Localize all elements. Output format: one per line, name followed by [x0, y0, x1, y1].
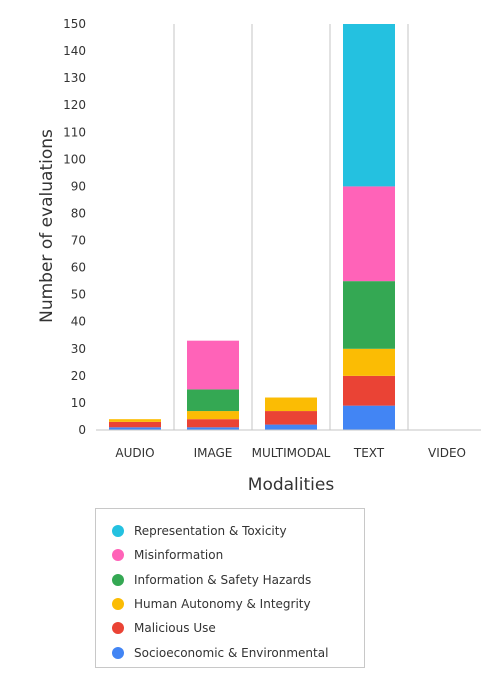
- y-tick-label: 10: [71, 396, 86, 410]
- x-tick-label: MULTIMODAL: [252, 446, 331, 460]
- y-tick-label: 130: [63, 71, 86, 85]
- bar-text-malicious-use: [343, 375, 395, 406]
- bar-image-information-safety-hazards: [187, 389, 239, 412]
- bar-audio-socioeconomic-environmental: [109, 427, 161, 430]
- legend-item-socioeconomic-environmental[interactable]: Socioeconomic & Environmental: [112, 640, 364, 664]
- y-axis-title: Number of evaluations: [37, 129, 57, 323]
- bar-image-human-autonomy-integrity: [187, 411, 239, 420]
- y-tick-label: 70: [71, 234, 86, 248]
- bar-image-malicious-use: [187, 419, 239, 428]
- legend-item-misinformation[interactable]: Misinformation: [112, 543, 364, 567]
- y-tick-label: 80: [71, 206, 86, 220]
- y-tick-label: 100: [63, 152, 86, 166]
- x-tick-label: VIDEO: [428, 446, 466, 460]
- stacked-bar-chart: AUDIO IMAGE MULTIMODAL TEXT VIDEO 0 10 20 30 40 50…: [37, 17, 481, 495]
- legend-swatch: [112, 598, 124, 611]
- y-tick-label: 110: [63, 125, 86, 139]
- bar-text-human-autonomy-integrity: [343, 348, 395, 376]
- legend-label: Information & Safety Hazards: [134, 572, 312, 587]
- bar-audio-malicious-use: [109, 421, 161, 428]
- legend-label: Misinformation: [134, 548, 224, 563]
- bar-image-misinformation: [187, 340, 239, 390]
- y-tick-label: 50: [71, 288, 86, 302]
- y-tick-label: 60: [71, 261, 86, 275]
- legend-swatch: [112, 573, 124, 586]
- legend-item-representation-toxicity[interactable]: Representation & Toxicity: [112, 519, 364, 543]
- legend-swatch: [112, 622, 124, 635]
- y-tick-label: 150: [63, 17, 86, 31]
- bar-image-socioeconomic-environmental: [187, 427, 239, 430]
- bar-multimodal-socioeconomic-environmental: [265, 424, 317, 430]
- x-tick-label: IMAGE: [194, 446, 233, 460]
- bar-multimodal-malicious-use: [265, 411, 317, 425]
- x-axis-title: Modalities: [248, 475, 335, 495]
- legend-label: Malicious Use: [134, 621, 216, 636]
- bar-text-misinformation: [343, 186, 395, 282]
- y-tick-label: 40: [71, 315, 86, 329]
- gridlines: [173, 24, 409, 430]
- legend-label: Representation & Toxicity: [134, 524, 287, 539]
- bar-text-information-safety-hazards: [343, 281, 395, 349]
- legend-swatch: [112, 549, 124, 562]
- x-tick-label: AUDIO: [115, 446, 154, 460]
- legend-item-human-autonomy-integrity[interactable]: Human Autonomy & Integrity: [112, 592, 364, 616]
- bar-text-representation-toxicity: [343, 24, 395, 187]
- bar-audio-human-autonomy-integrity: [109, 419, 161, 422]
- legend-item-malicious-use[interactable]: Malicious Use: [112, 616, 364, 640]
- legend-label: Socioeconomic & Environmental: [134, 645, 329, 660]
- y-tick-label: 30: [71, 342, 86, 356]
- y-tick-label: 120: [63, 98, 86, 112]
- legend-item-information-safety-hazards[interactable]: Information & Safety Hazards: [112, 568, 364, 592]
- bar-text-socioeconomic-environmental: [343, 405, 395, 430]
- y-tick-label: 20: [71, 369, 86, 383]
- legend-label: Human Autonomy & Integrity: [134, 597, 311, 612]
- axes: AUDIO IMAGE MULTIMODAL TEXT VIDEO 0 10 20 30 40 50…: [63, 17, 481, 460]
- y-tick-label: 0: [78, 423, 86, 437]
- bars: [109, 24, 395, 430]
- legend: Representation & Toxicity Misinformation…: [95, 508, 365, 668]
- y-tick-label: 140: [63, 44, 86, 58]
- x-tick-label: TEXT: [353, 446, 385, 460]
- bar-multimodal-human-autonomy-integrity: [265, 397, 317, 412]
- y-tick-label: 90: [71, 179, 86, 193]
- legend-swatch: [112, 646, 124, 659]
- legend-swatch: [112, 525, 124, 538]
